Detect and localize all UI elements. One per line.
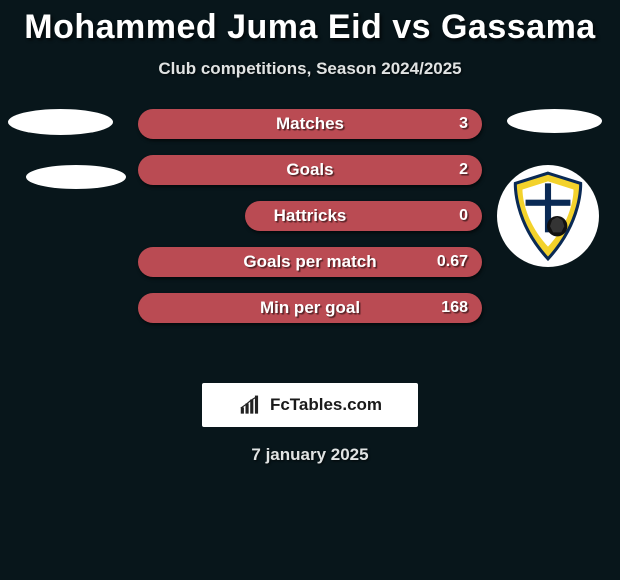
left-player-placeholder (8, 109, 126, 189)
club-badge (497, 165, 599, 267)
placeholder-oval (8, 109, 113, 135)
bar-label: Goals (138, 155, 482, 185)
bar-row: Goals per match0.67 (138, 247, 482, 277)
bar-row: Min per goal168 (138, 293, 482, 323)
bar-value: 3 (459, 109, 468, 139)
bar-value: 2 (459, 155, 468, 185)
bar-value: 0 (459, 201, 468, 231)
cross-horizontal (526, 200, 571, 206)
bar-row: Matches3 (138, 109, 482, 139)
bar-chart: Matches3Goals2Hattricks0Goals per match0… (138, 109, 482, 339)
comparison-chart: Matches3Goals2Hattricks0Goals per match0… (0, 109, 620, 359)
bar-label: Hattricks (138, 201, 482, 231)
bar-value: 168 (441, 293, 468, 323)
page-subtitle: Club competitions, Season 2024/2025 (0, 59, 620, 79)
bar-label: Min per goal (138, 293, 482, 323)
right-player-column (507, 109, 602, 267)
bar-label: Matches (138, 109, 482, 139)
bar-label: Goals per match (138, 247, 482, 277)
brand-text: FcTables.com (270, 395, 382, 415)
placeholder-oval (507, 109, 602, 133)
shield-icon (497, 165, 599, 267)
date-text: 7 january 2025 (0, 445, 620, 465)
bar-value: 0.67 (437, 247, 468, 277)
placeholder-oval (26, 165, 126, 189)
bar-chart-icon (238, 394, 264, 416)
page-title: Mohammed Juma Eid vs Gassama (0, 0, 620, 47)
bar-row: Hattricks0 (138, 201, 482, 231)
attribution-box: FcTables.com (202, 383, 418, 427)
bar-row: Goals2 (138, 155, 482, 185)
